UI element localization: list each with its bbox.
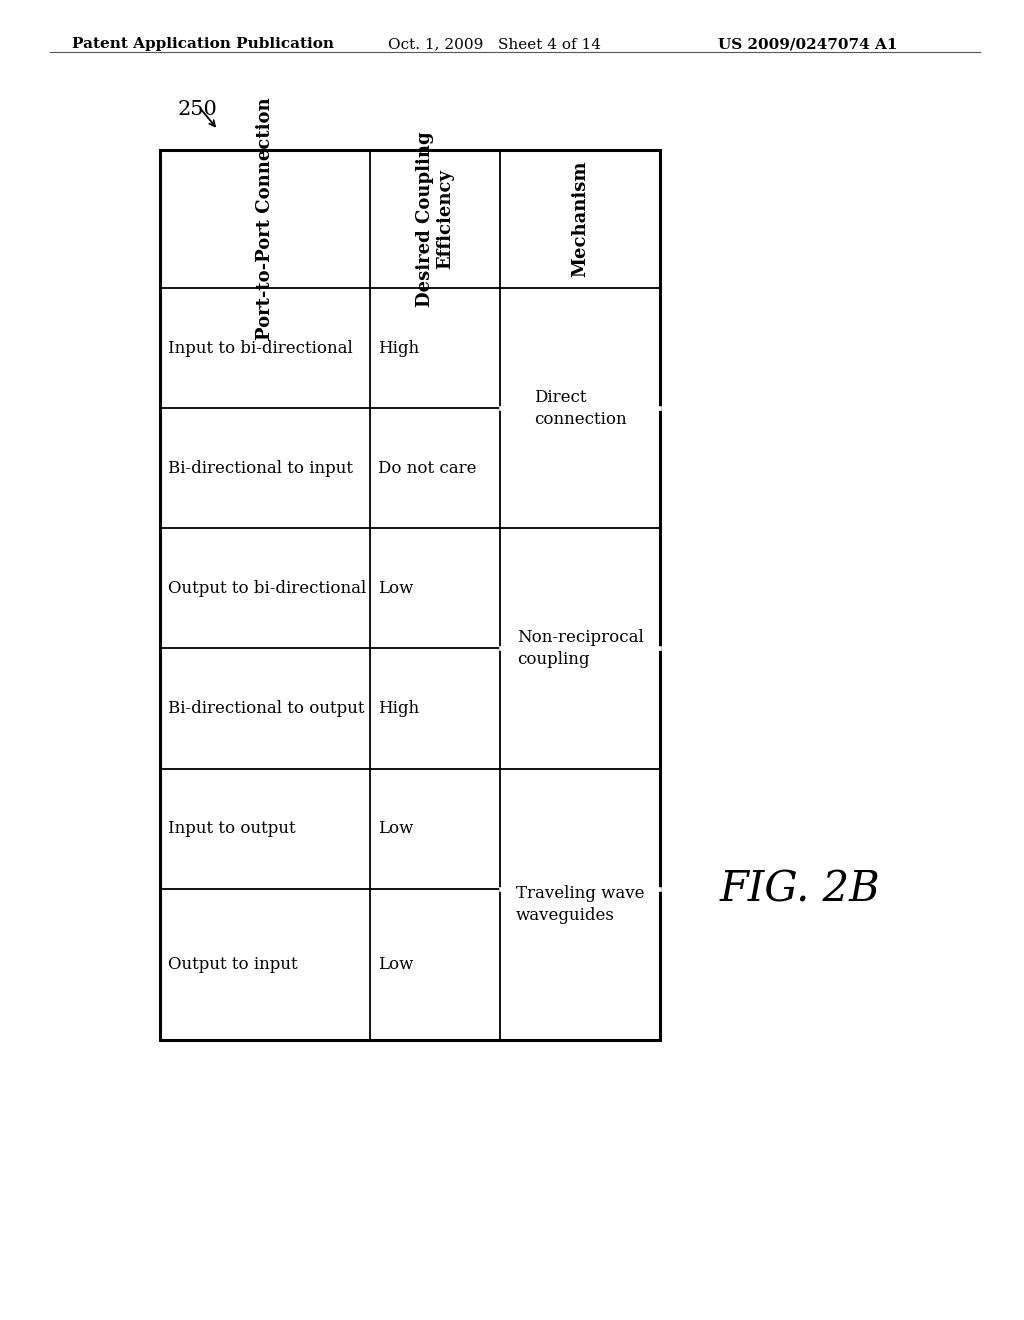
Text: Output to bi-directional: Output to bi-directional: [168, 579, 367, 597]
Text: Patent Application Publication: Patent Application Publication: [72, 37, 334, 51]
Text: Low: Low: [378, 820, 414, 837]
Text: Port-to-Port Connection: Port-to-Port Connection: [256, 98, 274, 341]
Text: Output to input: Output to input: [168, 956, 298, 973]
Text: US 2009/0247074 A1: US 2009/0247074 A1: [718, 37, 897, 51]
Text: Mechanism: Mechanism: [571, 161, 589, 277]
Text: Input to output: Input to output: [168, 820, 296, 837]
Text: FIG. 2B: FIG. 2B: [720, 869, 881, 911]
Text: Bi-directional to input: Bi-directional to input: [168, 459, 353, 477]
Text: Oct. 1, 2009   Sheet 4 of 14: Oct. 1, 2009 Sheet 4 of 14: [388, 37, 601, 51]
Text: 250: 250: [178, 100, 218, 119]
Text: Bi-directional to output: Bi-directional to output: [168, 700, 365, 717]
Text: Low: Low: [378, 956, 414, 973]
Text: Do not care: Do not care: [378, 459, 476, 477]
Text: Input to bi-directional: Input to bi-directional: [168, 339, 352, 356]
Text: Non-reciprocal
coupling: Non-reciprocal coupling: [517, 628, 643, 668]
Text: Direct
connection: Direct connection: [534, 388, 627, 428]
Text: Traveling wave
waveguides: Traveling wave waveguides: [516, 884, 644, 924]
Text: Desired Coupling
Efficiency: Desired Coupling Efficiency: [416, 131, 455, 306]
Bar: [160, 150, 660, 1040]
Text: High: High: [378, 339, 419, 356]
Text: High: High: [378, 700, 419, 717]
Text: Low: Low: [378, 579, 414, 597]
